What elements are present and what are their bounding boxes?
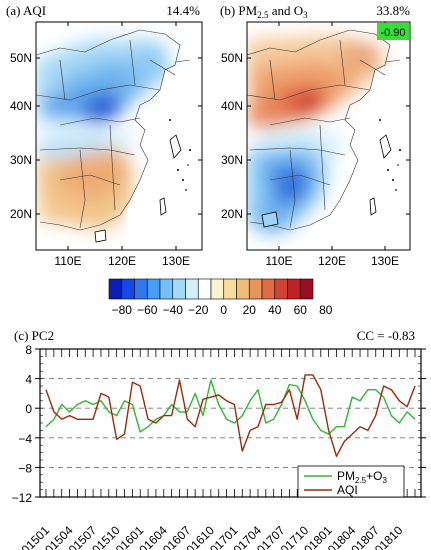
panel-b-xtick-110e: 110E (265, 254, 292, 268)
colorbar-tick-label: 20 (243, 303, 257, 317)
y-tick-label: 8 (25, 343, 32, 357)
colorbar-swatch (299, 278, 314, 300)
colorbar-swatch (248, 278, 263, 300)
panel-a-xtick-110e: 110E (54, 254, 81, 268)
panel-a-variance: 14.4% (166, 3, 200, 18)
panel-b-xtick-120e: 120E (318, 254, 346, 268)
y-tick-label: −12 (12, 491, 33, 505)
colorbar-swatch (134, 278, 148, 300)
panel-a-title: (a) AQI (6, 3, 46, 18)
colorbar-swatch (197, 278, 212, 300)
colorbar-swatch (287, 278, 301, 300)
panel-a-ticks (36, 22, 202, 250)
colorbar-swatch (223, 278, 237, 300)
colorbar-swatch (159, 278, 174, 300)
colorbar-swatch (121, 278, 135, 300)
panel-b-ticks (247, 22, 410, 250)
panel-b-title: (b) PM2.5 and O3 (220, 3, 308, 20)
panel-b-ytick-20n: 20N (221, 207, 243, 221)
colorbar-tick-label: −20 (188, 303, 209, 317)
pc2-line-chart: 840−4−8−12201501201504201507201510201601… (12, 343, 426, 550)
colorbar-swatch (108, 278, 123, 300)
panel-a-ytick-40n: 40N (10, 99, 32, 113)
series-line-aqi (45, 374, 416, 457)
y-tick-label: 4 (25, 373, 32, 387)
colorbar-swatch (210, 278, 225, 300)
y-tick-label: −8 (18, 461, 32, 475)
legend-label-aqi: AQI (337, 483, 358, 497)
panel-b-ytick-30n: 30N (221, 153, 243, 167)
panel-b-map (246, 21, 411, 251)
colorbar-tick-label: 40 (268, 303, 282, 317)
legend-label-pm25-o3: PM2.5+O3 (337, 469, 387, 485)
y-tick-label: −4 (18, 432, 32, 446)
colorbar-swatch (236, 278, 250, 300)
panel-a-map (35, 21, 203, 251)
panel-b-correlation-value: -0.90 (380, 27, 405, 39)
colorbar-tick-label: 60 (294, 303, 308, 317)
panel-c-title: (c) PC2 (14, 328, 54, 343)
colorbar-tick-label: −60 (137, 303, 158, 317)
panel-a-xtick-120e: 120E (108, 254, 136, 268)
panel-a-ytick-20n: 20N (10, 207, 32, 221)
colorbar-swatch (146, 278, 161, 300)
panel-a-ytick-30n: 30N (10, 153, 32, 167)
colorbar-swatch (185, 278, 199, 300)
colorbar-tick-label: 80 (319, 303, 333, 317)
legend-box (297, 465, 405, 498)
colorbar-tick-label: −80 (112, 303, 133, 317)
panel-b-variance: 33.8% (376, 3, 410, 18)
colorbar-tick-label: −40 (163, 303, 184, 317)
panel-c-cc-label: CC = -0.83 (357, 328, 415, 343)
series-line-pm25-o3 (45, 379, 416, 435)
panel-b-correlation-badge (377, 23, 409, 40)
panel-b-xtick-130e: 130E (371, 254, 399, 268)
panel-a-ytick-50n: 50N (10, 51, 32, 65)
y-tick-label: 0 (25, 402, 32, 416)
colorbar-swatch (172, 278, 186, 300)
panel-b-ytick-50n: 50N (221, 51, 243, 65)
panel-a-xtick-130e: 130E (162, 254, 190, 268)
panel-b-ytick-40n: 40N (221, 99, 243, 113)
colorbar-swatch (261, 278, 276, 300)
colorbar: −80 −60 −40 −20 0 20 40 60 80 (108, 278, 333, 317)
colorbar-tick-label: 0 (220, 303, 227, 317)
colorbar-swatch (274, 278, 288, 300)
